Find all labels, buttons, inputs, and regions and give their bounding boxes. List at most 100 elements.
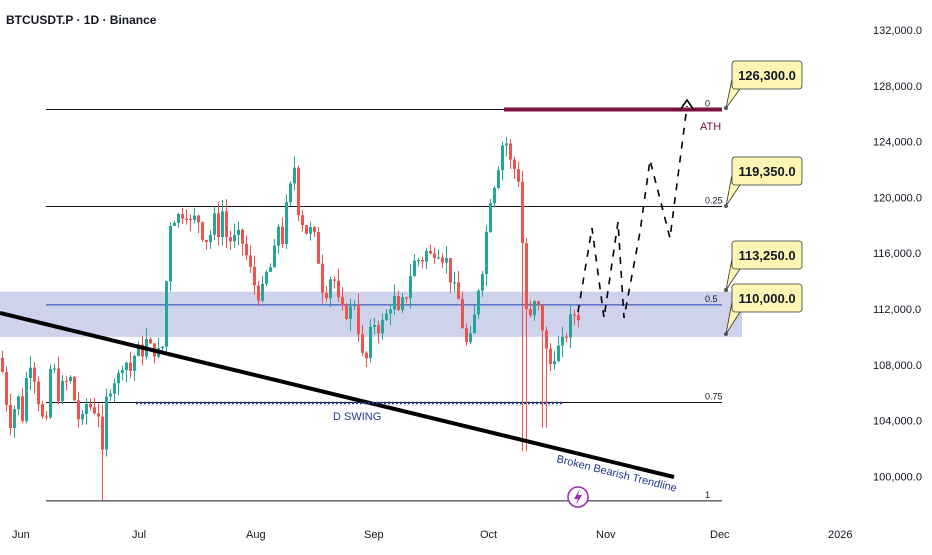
candle-body	[481, 274, 484, 291]
fib-label: 1	[705, 490, 710, 500]
candle-body	[569, 314, 572, 338]
candle-body	[353, 304, 356, 307]
candle-body	[225, 211, 228, 237]
candle-body	[1, 357, 4, 372]
price-callout: 110,000.0	[724, 283, 803, 336]
candle-body	[397, 296, 400, 311]
candles	[1, 137, 580, 501]
candle-body	[501, 145, 504, 171]
callout-label: 126,300.0	[738, 68, 796, 83]
candle-body	[141, 344, 144, 357]
candle-body	[401, 297, 404, 311]
y-tick-label: 128,000.0	[873, 81, 922, 93]
candle-body	[13, 409, 16, 428]
candle-body	[369, 326, 372, 359]
y-tick-label: 124,000.0	[873, 137, 922, 149]
candle-body	[125, 362, 128, 371]
x-tick-label: Jun	[12, 529, 30, 541]
candle-body	[281, 226, 284, 244]
candle-body	[433, 253, 436, 259]
candle-body	[113, 383, 116, 394]
candle-body	[381, 319, 384, 334]
candle-body	[341, 297, 344, 306]
candle-body	[241, 229, 244, 244]
candle-body	[557, 345, 560, 362]
ath-label: ATH	[700, 121, 721, 133]
lightning-icon[interactable]	[567, 486, 589, 508]
candle-body	[489, 203, 492, 232]
candle-body	[449, 258, 452, 283]
arrow-head-icon	[679, 98, 695, 111]
candle-body	[493, 187, 496, 204]
candle-body	[409, 276, 412, 299]
bearish-trendline	[0, 311, 675, 479]
candle-body	[217, 213, 220, 238]
candle-body	[445, 258, 448, 263]
candle-body	[357, 304, 360, 335]
projected-path	[577, 105, 688, 319]
candle-body	[441, 257, 444, 263]
candle-body	[77, 400, 80, 420]
y-tick-label: 100,000.0	[873, 471, 922, 483]
fib-label: 0.25	[705, 195, 723, 205]
candle-body	[309, 227, 312, 234]
candle-body	[41, 404, 44, 417]
candle-body	[261, 283, 264, 301]
candle-body	[505, 143, 508, 146]
price-callout: 113,250.0	[724, 240, 803, 292]
candle-body	[301, 215, 304, 226]
candle-body	[233, 234, 236, 242]
y-tick-label: 104,000.0	[873, 416, 922, 428]
candle-body	[385, 313, 388, 320]
candle-body	[173, 222, 176, 226]
candle-body	[161, 346, 164, 349]
y-tick-label: 112,000.0	[873, 304, 921, 316]
candle-body	[253, 266, 256, 286]
candle-body	[573, 314, 576, 316]
candle-body	[69, 376, 72, 381]
candle-body	[109, 393, 112, 397]
candle-body	[297, 167, 300, 216]
candle-body	[453, 282, 456, 284]
candle-body	[389, 309, 392, 314]
candle-body	[477, 290, 480, 315]
candle-body	[269, 267, 272, 272]
candle-body	[565, 336, 568, 338]
x-tick-label: Jul	[132, 529, 146, 541]
candle-body	[337, 280, 340, 298]
candle-body	[25, 377, 28, 422]
candle-body	[53, 368, 56, 370]
candle-body	[325, 292, 328, 299]
candle-body	[313, 227, 316, 232]
candle-body	[121, 370, 124, 373]
candle-body	[437, 257, 440, 259]
candle-body	[417, 259, 420, 262]
callout-label: 110,000.0	[738, 291, 795, 306]
candle-body	[221, 211, 224, 238]
x-tick-label: Nov	[596, 529, 616, 541]
candle-body	[129, 362, 132, 371]
candle-body	[553, 361, 556, 365]
x-tick-label: Oct	[480, 529, 497, 541]
candle-body	[361, 334, 364, 353]
candle-body	[237, 229, 240, 235]
candle-body	[521, 181, 524, 244]
candle-body	[17, 396, 20, 410]
candle-body	[509, 143, 512, 160]
fib-label: 0.75	[705, 391, 723, 401]
candle-body	[317, 231, 320, 264]
d-swing-label: D SWING	[333, 411, 381, 423]
x-tick-label: Sep	[364, 529, 384, 541]
candle-body	[537, 301, 540, 306]
candle-body	[373, 325, 376, 327]
candle-body	[469, 333, 472, 343]
candle-body	[21, 396, 24, 422]
candle-body	[549, 348, 552, 365]
candle-body	[105, 396, 108, 450]
candle-body	[425, 250, 428, 262]
candle-body	[165, 281, 168, 347]
candle-body	[265, 271, 268, 284]
candle-body	[73, 376, 76, 401]
